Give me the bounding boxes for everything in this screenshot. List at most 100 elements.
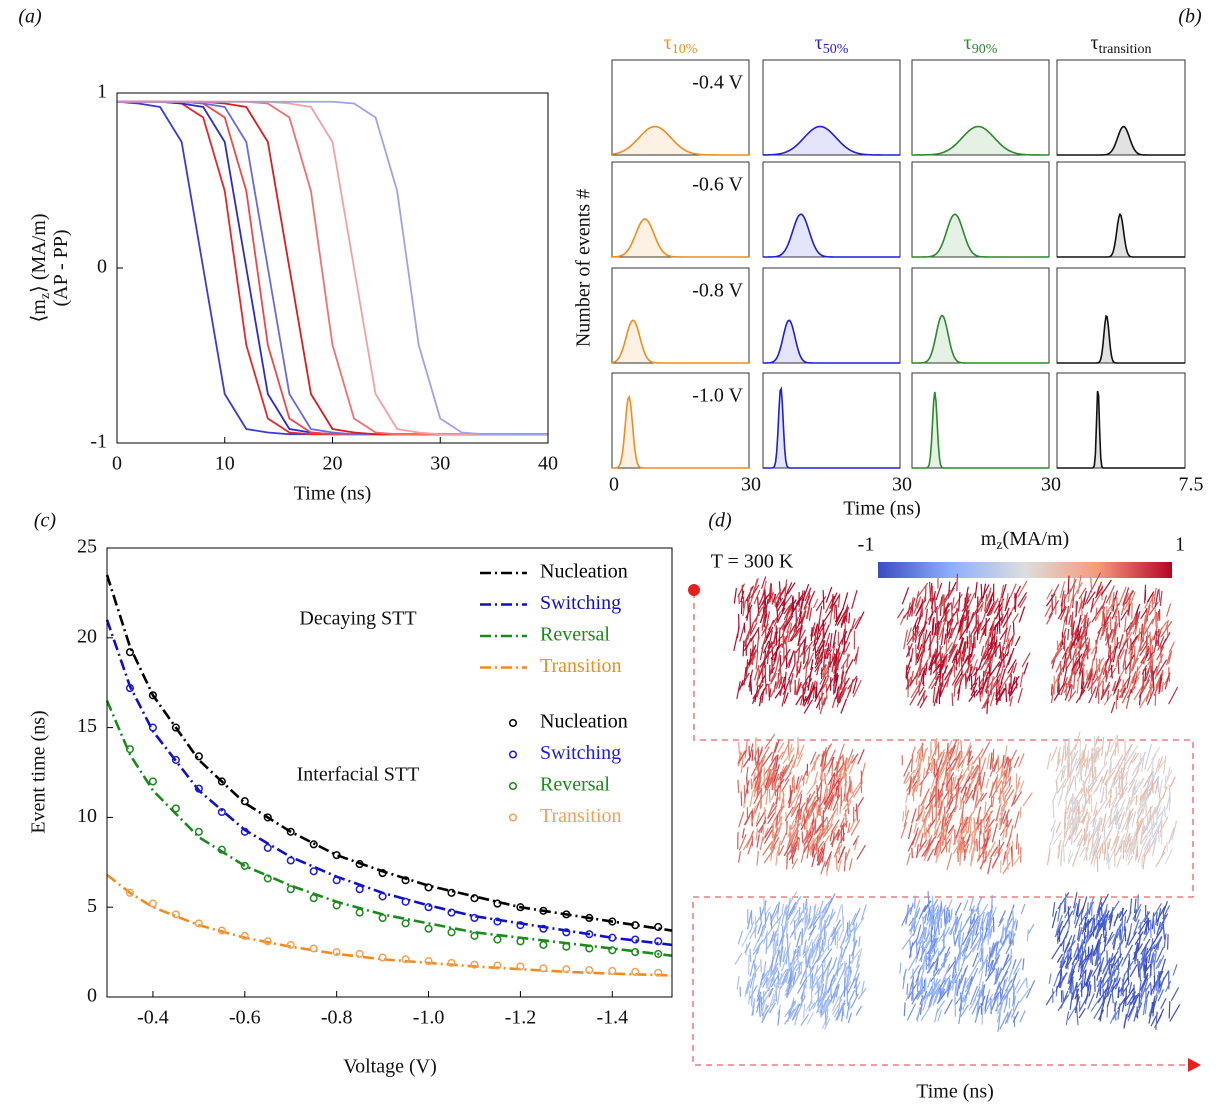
spin [822, 590, 825, 610]
y-axis-label: Event time (ns) [28, 710, 50, 833]
spin [1096, 965, 1101, 981]
data-point [631, 935, 640, 944]
spin [759, 836, 764, 851]
spin [930, 674, 941, 690]
spin [756, 1001, 760, 1013]
data-point [562, 928, 571, 937]
spin [920, 788, 930, 807]
spin [1015, 920, 1018, 931]
spin [761, 985, 771, 1000]
x-tick-label: -1.2 [505, 1007, 537, 1029]
spin [762, 827, 769, 842]
data-point [378, 869, 387, 878]
spin [1132, 903, 1142, 920]
spin [1111, 956, 1117, 969]
spin [1007, 968, 1014, 982]
spin [987, 952, 992, 968]
spin [1078, 587, 1087, 600]
spin [803, 1004, 806, 1019]
data-point [355, 949, 364, 958]
spin [1140, 834, 1147, 845]
spin [943, 739, 953, 759]
spin [1155, 946, 1164, 963]
spin [773, 933, 777, 947]
spin [918, 839, 928, 851]
spin [926, 835, 937, 850]
spin [1137, 777, 1144, 789]
spin [1144, 785, 1155, 801]
spin [1116, 939, 1124, 951]
spin [1127, 675, 1135, 694]
spin [1001, 933, 1009, 946]
spin [989, 620, 995, 638]
spin [1100, 901, 1103, 916]
spin [1055, 759, 1061, 772]
spin [1091, 768, 1096, 782]
spin [926, 958, 938, 974]
spin [1148, 1009, 1153, 1024]
spin [985, 823, 989, 842]
spin [776, 598, 786, 612]
colorbar [878, 562, 1172, 578]
spin [799, 995, 806, 1007]
spin [1120, 600, 1126, 616]
spin [807, 839, 815, 855]
spin [1113, 811, 1120, 822]
spin [1115, 770, 1121, 784]
spin [1007, 647, 1015, 666]
spin [973, 597, 984, 615]
spin [1121, 691, 1129, 704]
spin [785, 820, 788, 835]
spin [1080, 953, 1090, 966]
spin [814, 660, 823, 673]
spin [919, 771, 930, 786]
spin [758, 591, 766, 605]
spin [1166, 620, 1169, 637]
spin [839, 958, 842, 970]
data-point [309, 867, 318, 876]
spin [860, 980, 865, 996]
spin [919, 595, 927, 614]
spin [939, 831, 943, 852]
spin [1054, 764, 1066, 782]
spin [737, 930, 744, 945]
spin [1045, 593, 1056, 607]
spin [805, 945, 808, 958]
spin [854, 836, 859, 851]
spin [1007, 682, 1011, 695]
spin [932, 648, 937, 660]
spin [1075, 838, 1083, 857]
spin [1019, 672, 1024, 688]
spin [1148, 776, 1159, 792]
spin [976, 819, 983, 830]
spin [812, 907, 820, 925]
spin [792, 757, 797, 769]
spin [1096, 897, 1103, 914]
spin [923, 839, 935, 857]
spin [750, 650, 757, 665]
spin [827, 974, 835, 994]
spin [738, 851, 741, 863]
spin [1005, 593, 1009, 609]
spin [928, 613, 933, 625]
spin [838, 761, 847, 773]
spin [1127, 855, 1134, 866]
spin [989, 597, 999, 616]
spin [1055, 821, 1062, 834]
spin [909, 673, 918, 687]
spin [1094, 975, 1096, 992]
spin [1091, 944, 1094, 956]
spin [958, 974, 963, 989]
spin [789, 793, 798, 808]
spin [830, 777, 841, 792]
spin [1087, 638, 1090, 653]
spin [801, 926, 808, 939]
spin [921, 633, 925, 650]
spin [1149, 808, 1157, 822]
spin [1118, 907, 1125, 919]
spin [906, 628, 919, 646]
spin [954, 774, 963, 790]
spin [1090, 641, 1099, 655]
spin [1084, 915, 1095, 931]
spin [945, 610, 948, 622]
